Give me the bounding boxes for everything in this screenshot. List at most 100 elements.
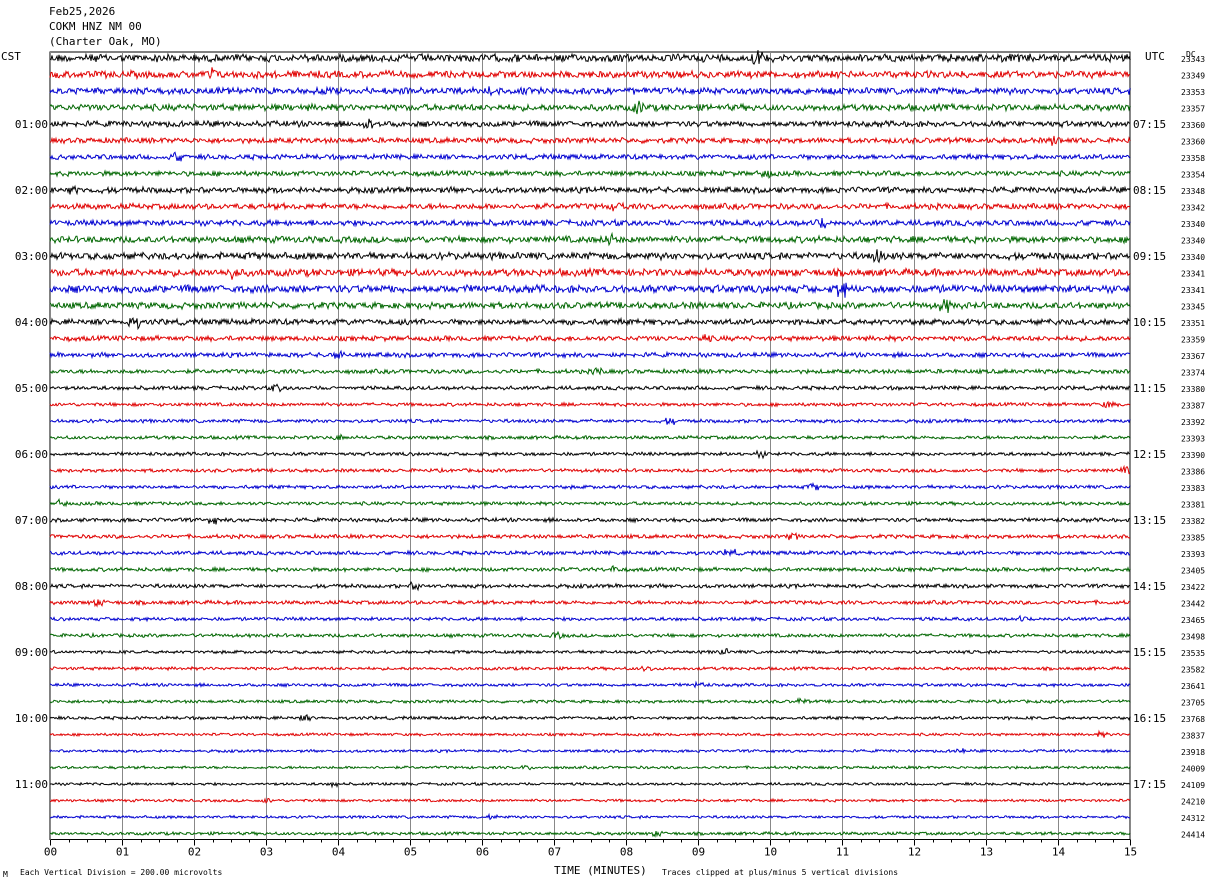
- dc-offset-label: 23382: [1181, 517, 1205, 526]
- seismic-trace: [49, 400, 1131, 409]
- x-tick-label: 11: [836, 846, 849, 859]
- seismic-trace: [49, 614, 1131, 623]
- left-hour-label: 09:00: [15, 646, 48, 659]
- dc-offset-label: 23340: [1181, 237, 1205, 246]
- seismic-traces: [49, 50, 1131, 838]
- dc-offset-label: 23357: [1181, 105, 1205, 114]
- seismic-trace: [49, 464, 1131, 475]
- dc-offset-label: 23641: [1181, 682, 1205, 691]
- scale-note: Each Vertical Division = 200.00 microvol…: [20, 868, 223, 877]
- seismic-trace: [49, 680, 1131, 689]
- seismic-trace: [49, 151, 1131, 162]
- seismic-trace: [49, 516, 1131, 525]
- left-timezone-label: CST: [1, 50, 21, 63]
- dc-column-label: DC: [1186, 50, 1196, 59]
- right-hour-label: 15:15: [1133, 646, 1166, 659]
- header-station: COKM HNZ NM 00: [49, 20, 142, 33]
- dc-offset-label: 23353: [1181, 88, 1205, 97]
- dc-offset-label: 23405: [1181, 567, 1205, 576]
- seismic-trace: [49, 334, 1131, 343]
- x-tick-label: 14: [1052, 846, 1066, 859]
- seismic-trace: [49, 598, 1131, 608]
- seismic-trace: [49, 231, 1130, 247]
- seismic-trace: [49, 797, 1131, 804]
- dc-offset-label: 23390: [1181, 451, 1205, 460]
- dc-offset-label: 23705: [1181, 699, 1205, 708]
- left-hour-label: 03:00: [15, 250, 48, 263]
- dc-offset-label: 23387: [1181, 402, 1205, 411]
- right-hour-label: 08:15: [1133, 184, 1166, 197]
- dc-offset-label: 23422: [1181, 583, 1205, 592]
- right-hour-label: 13:15: [1133, 514, 1166, 527]
- seismic-trace: [49, 482, 1131, 491]
- dc-offset-label: 24312: [1181, 814, 1205, 823]
- dc-offset-label: 23340: [1181, 220, 1205, 229]
- seismic-trace: [49, 316, 1131, 331]
- x-tick-label: 13: [980, 846, 993, 859]
- x-tick-label: 03: [260, 846, 273, 859]
- dc-offset-label: 24210: [1181, 798, 1205, 807]
- seismic-trace: [49, 532, 1131, 541]
- x-tick-label: 04: [332, 846, 346, 859]
- dc-offset-label: 23465: [1181, 616, 1205, 625]
- dc-offset-label: 23358: [1181, 154, 1205, 163]
- x-tick-label: 08: [620, 846, 633, 859]
- dc-offset-label: 23582: [1181, 666, 1205, 675]
- seismic-trace: [49, 217, 1131, 229]
- dc-offset-label: 23918: [1181, 748, 1205, 757]
- seismic-trace: [49, 748, 1131, 755]
- right-hour-label: 07:15: [1133, 118, 1166, 131]
- seismic-trace: [49, 249, 1131, 264]
- dc-offset-label: 23341: [1181, 270, 1205, 279]
- left-hour-label: 01:00: [15, 118, 48, 131]
- right-hour-label: 17:15: [1133, 778, 1166, 791]
- dc-offset-label: 23535: [1181, 649, 1205, 658]
- right-hour-label: 09:15: [1133, 250, 1166, 263]
- dc-offset-label: 23351: [1181, 319, 1205, 328]
- seismic-trace: [49, 812, 1131, 821]
- dc-offset-label: 23392: [1181, 418, 1205, 427]
- x-tick-label: 02: [188, 846, 201, 859]
- seismic-trace: [49, 85, 1131, 97]
- dc-offset-label: 23393: [1181, 435, 1205, 444]
- dc-offset-label: 23360: [1181, 121, 1205, 130]
- plot-frame: [49, 51, 1131, 840]
- dc-offset-label: 23385: [1181, 534, 1205, 543]
- seismic-trace: [49, 366, 1131, 376]
- right-hour-label: 12:15: [1133, 448, 1166, 461]
- right-hour-label: 11:15: [1133, 382, 1166, 395]
- dc-offset-label: 23354: [1181, 171, 1205, 180]
- seismic-trace: [49, 118, 1131, 129]
- seismic-trace: [49, 630, 1131, 640]
- dc-offset-label: 23498: [1181, 633, 1205, 642]
- seismic-trace: [49, 697, 1131, 705]
- clip-note: Traces clipped at plus/minus 5 vertical …: [662, 868, 899, 877]
- seismic-trace: [49, 830, 1131, 838]
- seismic-trace: [49, 201, 1131, 212]
- left-hour-label: 04:00: [15, 316, 48, 329]
- x-tick-label: 15: [1124, 846, 1137, 859]
- dc-offset-label: 23768: [1181, 715, 1205, 724]
- left-hour-label: 05:00: [15, 382, 48, 395]
- header-date: Feb25,2026: [49, 5, 116, 18]
- seismic-trace: [49, 184, 1131, 196]
- left-hour-label: 10:00: [15, 712, 48, 725]
- dc-offset-label: 24009: [1181, 765, 1205, 774]
- x-axis-title: TIME (MINUTES): [554, 864, 647, 877]
- dc-offset-label: 23837: [1181, 732, 1205, 741]
- dc-offset-label: 23381: [1181, 501, 1205, 510]
- seismic-trace: [49, 383, 1131, 393]
- dc-offset-label: 23340: [1181, 253, 1205, 262]
- seismic-trace: [49, 764, 1131, 771]
- dc-offset-label: 23341: [1181, 286, 1205, 295]
- x-tick-label: 10: [764, 846, 777, 859]
- dc-offset-label: 23345: [1181, 303, 1205, 312]
- seismic-trace: [49, 781, 1131, 789]
- seismic-trace: [49, 67, 1131, 81]
- seismic-trace: [49, 266, 1131, 280]
- left-hour-label: 06:00: [15, 448, 48, 461]
- seismic-trace: [49, 169, 1131, 180]
- seismic-trace: [49, 548, 1131, 558]
- left-hour-label: 07:00: [15, 514, 48, 527]
